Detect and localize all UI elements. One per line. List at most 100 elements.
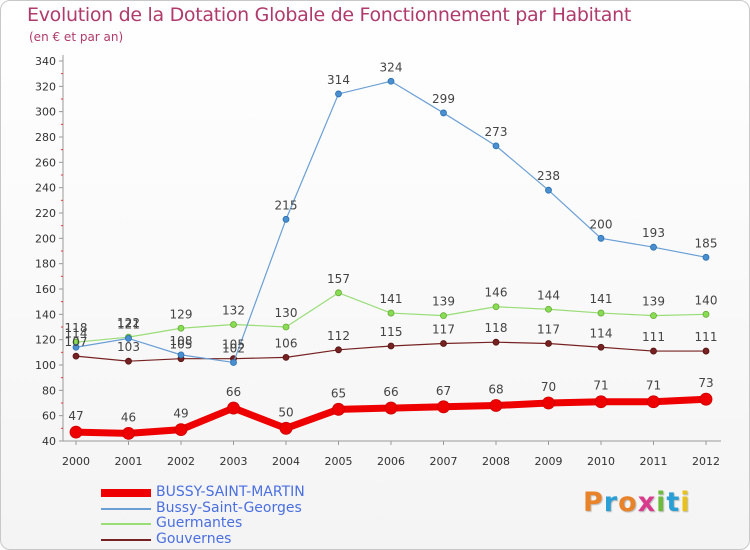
x-tick-label: 2002 (167, 455, 195, 468)
legend-swatch (101, 538, 151, 541)
x-tick-label: 2004 (272, 455, 300, 468)
data-label: 146 (485, 286, 508, 300)
data-point (702, 347, 710, 355)
data-label: 67 (436, 384, 451, 398)
data-label: 70 (541, 380, 556, 394)
data-label: 200 (590, 217, 613, 231)
x-tick-label: 2010 (587, 455, 615, 468)
data-label: 132 (222, 303, 245, 317)
x-tick-label: 2001 (115, 455, 143, 468)
x-tick-label: 2007 (430, 455, 458, 468)
data-point (492, 338, 500, 346)
y-tick-label: 240 (35, 182, 56, 195)
logo-letter: o (618, 487, 638, 518)
data-label: 106 (275, 336, 298, 350)
data-point (174, 423, 188, 437)
data-label: 140 (695, 293, 718, 307)
data-point (227, 401, 240, 415)
legend-label: Gouvernes (156, 530, 232, 547)
data-label: 117 (432, 322, 455, 336)
data-point (230, 321, 237, 328)
data-label: 105 (170, 338, 193, 352)
data-point (440, 340, 447, 347)
data-point (332, 402, 345, 416)
y-tick-label: 160 (35, 283, 56, 296)
data-point (597, 309, 605, 317)
data-label: 49 (173, 407, 188, 421)
y-tick-label: 40 (42, 435, 56, 448)
chart-title: Evolution de la Dotation Globale de Fonc… (27, 4, 632, 26)
x-tick-label: 2012 (692, 455, 720, 468)
data-point (335, 289, 342, 297)
logo-letter: P (583, 487, 604, 518)
x-tick-label: 2006 (377, 455, 405, 468)
data-point (335, 346, 342, 354)
data-point (282, 215, 290, 223)
data-point (125, 334, 132, 342)
data-point (597, 343, 605, 351)
data-label: 71 (593, 379, 608, 393)
data-point (440, 312, 447, 320)
data-point (542, 396, 555, 410)
y-tick-label: 180 (35, 258, 56, 271)
data-label: 117 (537, 322, 560, 336)
data-label: 103 (117, 340, 140, 354)
data-point (440, 109, 447, 117)
data-point (384, 401, 398, 415)
y-tick-label: 100 (35, 359, 56, 372)
data-point (279, 421, 293, 435)
data-label: 111 (642, 330, 665, 344)
data-label: 238 (537, 169, 560, 183)
x-tick-label: 2005 (325, 455, 353, 468)
legend-swatch (101, 523, 151, 525)
data-label: 68 (488, 383, 503, 397)
data-label: 65 (331, 386, 346, 400)
y-tick-label: 320 (35, 80, 56, 93)
x-tick-label: 2003 (220, 455, 248, 468)
y-tick-label: 120 (35, 334, 56, 347)
data-point (594, 395, 608, 409)
data-label: 105 (222, 338, 245, 352)
data-point (387, 77, 395, 85)
data-point (177, 324, 185, 332)
data-label: 115 (380, 325, 403, 339)
data-point (230, 359, 237, 366)
proxiti-logo: Proxiti (583, 487, 691, 518)
x-tick-label: 2011 (640, 455, 668, 468)
data-point (650, 312, 657, 320)
y-tick-label: 280 (35, 131, 56, 144)
data-label: 66 (383, 385, 398, 399)
legend-label: Bussy-Saint-Georges (156, 499, 302, 516)
data-point (282, 353, 290, 361)
data-label: 73 (698, 376, 713, 390)
legend-swatch (101, 489, 151, 497)
data-label: 111 (695, 330, 718, 344)
data-label: 139 (432, 295, 455, 309)
data-point (699, 392, 713, 406)
data-label: 102 (222, 341, 245, 355)
data-point (647, 395, 660, 409)
data-label: 324 (380, 60, 403, 74)
data-point (650, 347, 657, 355)
data-point (597, 234, 605, 242)
data-label: 107 (65, 335, 88, 349)
data-label: 185 (695, 236, 718, 250)
data-label: 299 (432, 92, 455, 106)
data-point (492, 303, 500, 311)
data-label: 122 (117, 316, 140, 330)
data-label: 273 (485, 125, 508, 139)
x-tick-label: 2009 (535, 455, 563, 468)
data-point (702, 310, 710, 318)
data-label: 141 (590, 292, 613, 306)
data-point (122, 426, 135, 440)
y-tick-label: 340 (35, 55, 56, 68)
data-point (125, 357, 132, 365)
data-label: 50 (278, 405, 293, 419)
data-point (492, 142, 500, 150)
x-tick-label: 2008 (482, 455, 510, 468)
data-label: 66 (226, 385, 241, 399)
data-label: 112 (327, 329, 350, 343)
data-point (387, 309, 395, 317)
data-label: 47 (68, 409, 83, 423)
